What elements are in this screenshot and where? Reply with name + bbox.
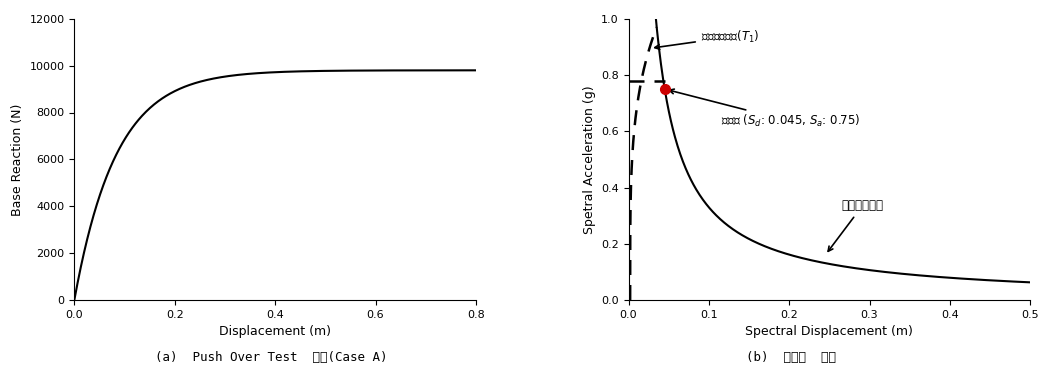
Text: (b)  성능점  산정: (b) 성능점 산정 <box>747 351 836 364</box>
Text: 요구스펙트럼: 요구스펙트럼 <box>828 199 884 251</box>
Y-axis label: Base Reaction (N): Base Reaction (N) <box>11 103 24 216</box>
Text: 역량스펙트럼($T_1$): 역량스펙트럼($T_1$) <box>655 29 759 50</box>
Text: (a)  Push Over Test  결과(Case A): (a) Push Over Test 결과(Case A) <box>155 351 387 364</box>
Text: 성능점 ($S_d$: 0.045, $S_a$: 0.75): 성능점 ($S_d$: 0.045, $S_a$: 0.75) <box>669 89 860 129</box>
X-axis label: Displacement (m): Displacement (m) <box>219 325 331 338</box>
Y-axis label: Spetral Acceleration (g): Spetral Acceleration (g) <box>583 85 596 234</box>
X-axis label: Spectral Displacement (m): Spectral Displacement (m) <box>746 325 913 338</box>
